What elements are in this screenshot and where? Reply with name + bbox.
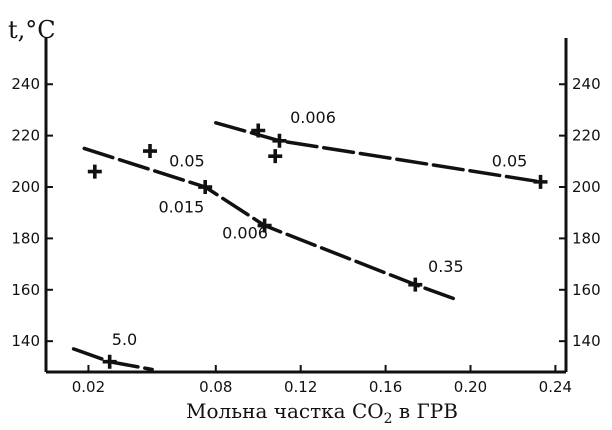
data-point-marker [272, 133, 287, 148]
annotation-label: 0.05 [169, 151, 205, 170]
x-tick-label: 0.16 [369, 378, 402, 396]
y-tick-label-left: 240 [11, 75, 40, 93]
data-point-marker [198, 180, 213, 195]
y-tick-label-right: 180 [572, 229, 601, 247]
annotation-label: 0.006 [222, 223, 268, 242]
data-point-marker [408, 277, 423, 292]
x-axis-label-subscript: 2 [384, 411, 393, 427]
data-point-marker [268, 149, 283, 164]
y-tick-label-left: 220 [11, 127, 40, 145]
y-tick-label-left: 200 [11, 178, 40, 196]
y-tick-label-right: 160 [572, 281, 601, 299]
x-tick-label: 0.20 [454, 378, 487, 396]
x-tick-label: 0.12 [284, 378, 317, 396]
y-tick-label-left: 160 [11, 281, 40, 299]
data-point-marker [257, 218, 272, 233]
x-axis-label: Мольна частка CO2 в ГРВ [186, 399, 458, 427]
annotation-label: 0.015 [158, 198, 204, 217]
markers-group [87, 123, 548, 369]
annotations-group: 5.0 0.05 0.015 0.006 0.35 0.006 0.05 [112, 108, 528, 349]
annotation-label: 0.05 [492, 151, 528, 170]
x-tick-label: 0.08 [199, 378, 232, 396]
data-point-marker [143, 144, 157, 159]
data-point-marker [251, 123, 266, 138]
y-tick-label-left: 180 [11, 229, 40, 247]
annotation-label: 0.35 [428, 257, 464, 276]
x-tick-label: 0.02 [72, 378, 105, 396]
x-axis-label-tail: в ГРВ [393, 399, 458, 423]
y-tick-label-right: 140 [572, 332, 601, 350]
x-axis-label-main: Мольна частка CO [186, 399, 384, 423]
y-axis-label: t,°C [8, 16, 56, 44]
axes: 140 140 160 160 180 180 200 200 220 220 240 240 0.02… [11, 38, 601, 396]
series-group [71, 121, 543, 372]
y-tick-label-right: 220 [572, 127, 601, 145]
y-tick-label-right: 200 [572, 178, 601, 196]
series-line-1 [71, 347, 154, 372]
annotation-label: 5.0 [112, 330, 137, 349]
annotation-label: 0.006 [290, 108, 336, 127]
data-point-marker [87, 164, 102, 179]
y-tick-label-left: 140 [11, 332, 40, 350]
x-tick-label: 0.24 [539, 378, 572, 396]
data-point-marker [102, 354, 117, 369]
data-point-marker [533, 174, 548, 189]
y-tick-label-right: 240 [572, 75, 601, 93]
